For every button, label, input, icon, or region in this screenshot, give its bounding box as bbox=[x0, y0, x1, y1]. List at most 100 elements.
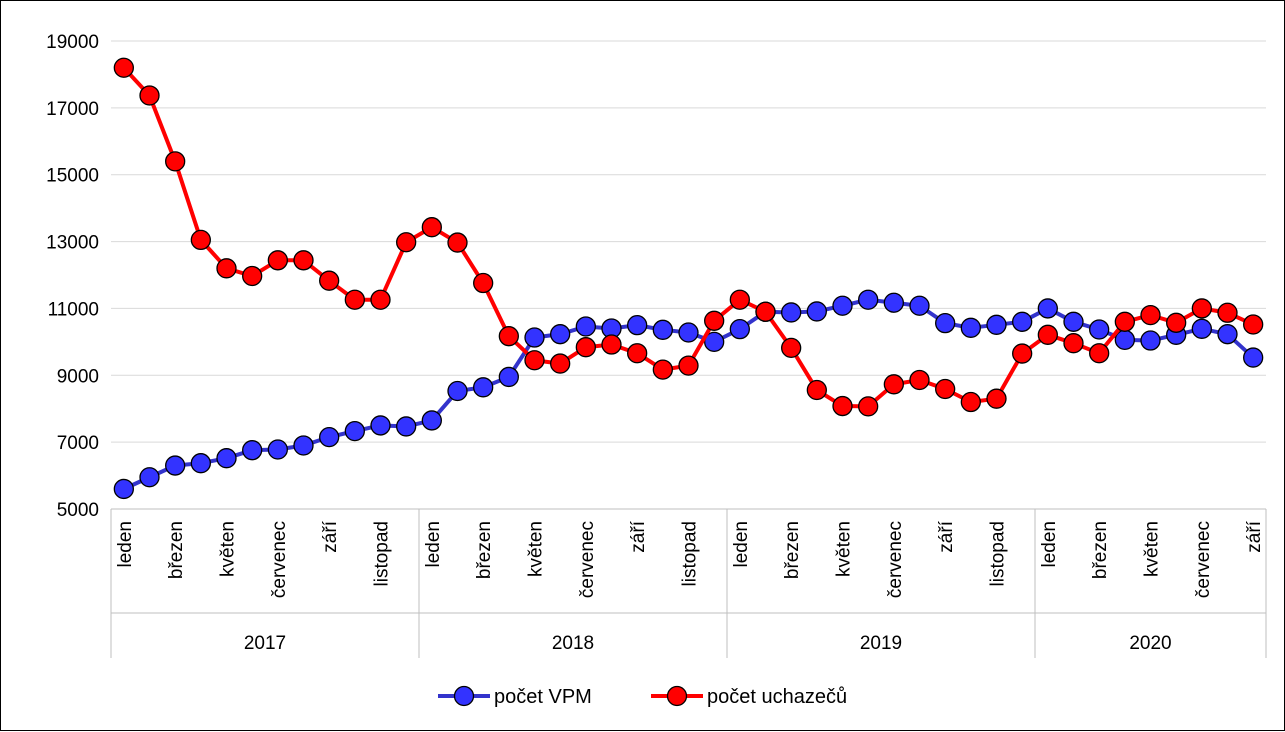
data-point bbox=[1140, 304, 1161, 326]
data-point bbox=[1037, 298, 1058, 319]
data-point bbox=[883, 374, 904, 395]
y-tick-label: 11000 bbox=[48, 299, 99, 320]
data-point bbox=[165, 151, 186, 172]
data-point bbox=[242, 265, 263, 287]
legend-item-2: počet uchazečů bbox=[651, 685, 847, 708]
data-point bbox=[1217, 302, 1238, 323]
data-point bbox=[883, 292, 904, 313]
data-point bbox=[498, 326, 519, 347]
y-tick-label: 15000 bbox=[46, 166, 99, 187]
data-point bbox=[935, 378, 956, 400]
legend: počet VPM počet uchazečů bbox=[438, 685, 847, 708]
data-point bbox=[858, 289, 879, 310]
x-tick-label: listopad bbox=[988, 521, 1009, 587]
data-point bbox=[396, 232, 417, 253]
x-tick-label: listopad bbox=[680, 521, 701, 587]
data-point bbox=[1191, 298, 1212, 319]
x-tick-label: září bbox=[628, 520, 649, 552]
data-point bbox=[960, 391, 981, 413]
legend-label: počet uchazečů bbox=[707, 686, 847, 708]
data-point bbox=[447, 232, 468, 253]
data-point bbox=[319, 270, 340, 291]
x-tick-label: březen bbox=[1090, 521, 1111, 579]
data-point bbox=[216, 258, 237, 279]
y-tick-label: 13000 bbox=[46, 233, 99, 254]
data-point bbox=[832, 295, 853, 316]
data-point bbox=[216, 448, 237, 469]
data-point bbox=[344, 289, 365, 310]
data-point bbox=[370, 289, 391, 310]
data-point bbox=[267, 439, 288, 460]
data-point bbox=[1063, 311, 1084, 332]
data-point bbox=[165, 455, 186, 476]
x-tick-label: květen bbox=[526, 521, 547, 577]
data-point bbox=[190, 229, 211, 251]
x-tick-label: leden bbox=[1039, 521, 1060, 568]
x-tick-label: červenec bbox=[269, 521, 290, 598]
data-point bbox=[755, 301, 776, 322]
x-tick-label: květen bbox=[1142, 521, 1163, 577]
x-tick-label: březen bbox=[474, 521, 495, 579]
data-point bbox=[601, 334, 622, 355]
x-tick-label: březen bbox=[782, 521, 803, 579]
year-label-2019: 2019 bbox=[860, 633, 902, 654]
data-point bbox=[1191, 318, 1212, 339]
x-tick-label: leden bbox=[731, 521, 752, 568]
data-point bbox=[1114, 311, 1135, 332]
data-point bbox=[396, 416, 417, 437]
year-label-2017: 2017 bbox=[244, 633, 286, 654]
data-point bbox=[139, 467, 160, 488]
data-point bbox=[729, 289, 750, 310]
x-tick-label: leden bbox=[423, 521, 444, 568]
data-point bbox=[421, 217, 442, 238]
data-point bbox=[909, 369, 930, 391]
data-point bbox=[1243, 314, 1264, 335]
data-point bbox=[473, 272, 494, 294]
x-tick-label: květen bbox=[834, 521, 855, 577]
data-point bbox=[293, 250, 314, 271]
data-point bbox=[935, 312, 956, 334]
data-point bbox=[1166, 312, 1187, 333]
x-tick-label: červenec bbox=[577, 521, 598, 598]
data-point bbox=[473, 377, 494, 398]
axes: 5000 7000 9000 11000 13000 15000 17000 19000 201… bbox=[46, 32, 1267, 658]
x-tick-label: červenec bbox=[1193, 521, 1214, 598]
data-point bbox=[421, 410, 442, 431]
data-point bbox=[524, 350, 545, 371]
year-label-2018: 2018 bbox=[552, 633, 594, 654]
data-point bbox=[1243, 347, 1264, 368]
legend-label: počet VPM bbox=[494, 686, 592, 708]
series-lines bbox=[113, 57, 1264, 500]
data-point bbox=[858, 396, 879, 417]
data-point bbox=[293, 435, 314, 456]
data-point bbox=[524, 327, 545, 348]
data-point bbox=[704, 331, 725, 353]
data-point bbox=[652, 359, 673, 380]
data-point bbox=[729, 319, 750, 340]
x-tick-label: červenec bbox=[885, 521, 906, 598]
legend-marker bbox=[453, 685, 475, 707]
data-point bbox=[627, 343, 648, 364]
y-tick-label: 17000 bbox=[46, 99, 99, 120]
data-point bbox=[447, 380, 468, 402]
x-tick-label: leden bbox=[115, 521, 136, 568]
data-point bbox=[1089, 319, 1110, 340]
data-point bbox=[319, 426, 340, 448]
data-point bbox=[575, 337, 596, 358]
data-point bbox=[550, 324, 571, 345]
data-point bbox=[806, 379, 827, 401]
data-point bbox=[909, 295, 930, 316]
data-point bbox=[267, 250, 288, 271]
data-point bbox=[704, 310, 725, 331]
data-point bbox=[986, 314, 1007, 335]
data-point bbox=[960, 317, 981, 338]
data-point bbox=[498, 366, 519, 388]
year-label-2020: 2020 bbox=[1129, 633, 1171, 654]
data-point bbox=[113, 478, 134, 500]
y-tick-label: 19000 bbox=[46, 32, 99, 53]
data-point bbox=[627, 314, 648, 336]
legend-marker bbox=[666, 685, 688, 707]
data-point bbox=[1140, 330, 1161, 351]
data-point bbox=[806, 301, 827, 322]
